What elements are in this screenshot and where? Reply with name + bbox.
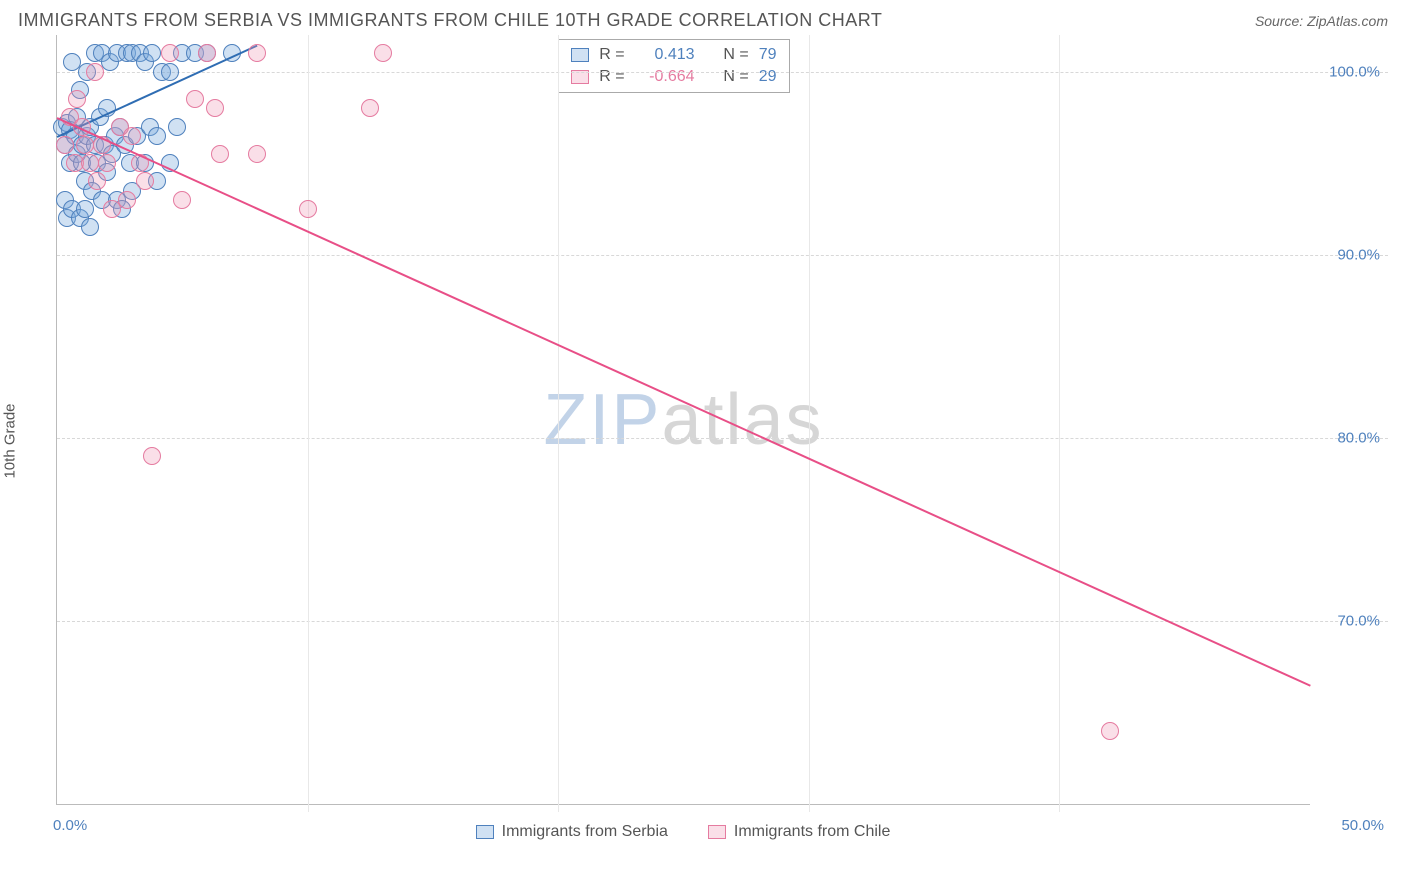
n-value: 79 <box>759 44 777 66</box>
data-point-chile <box>1101 722 1119 740</box>
gridline-h <box>57 72 1388 73</box>
swatch-icon <box>476 825 494 839</box>
swatch-icon <box>708 825 726 839</box>
data-point-chile <box>248 44 266 62</box>
data-point-serbia <box>76 200 94 218</box>
gridline-v <box>558 35 559 812</box>
data-point-chile <box>118 191 136 209</box>
x-tick-label: 50.0% <box>1341 817 1384 834</box>
data-point-serbia <box>161 63 179 81</box>
gridline-v <box>1059 35 1060 812</box>
y-axis-label: 10th Grade <box>2 403 19 478</box>
data-point-chile <box>374 44 392 62</box>
legend-item-chile: Immigrants from Chile <box>708 823 890 841</box>
data-point-serbia <box>148 127 166 145</box>
data-point-chile <box>186 90 204 108</box>
data-point-chile <box>136 172 154 190</box>
data-point-chile <box>211 145 229 163</box>
gridline-h <box>57 255 1388 256</box>
data-point-serbia <box>143 44 161 62</box>
r-value: 0.413 <box>635 44 695 66</box>
y-tick-label: 70.0% <box>1337 612 1380 629</box>
legend-label: Immigrants from Chile <box>734 823 890 841</box>
data-point-chile <box>161 44 179 62</box>
data-point-chile <box>361 99 379 117</box>
n-value: 29 <box>759 66 777 88</box>
y-tick-label: 80.0% <box>1337 429 1380 446</box>
data-point-chile <box>206 99 224 117</box>
legend-correlation: R =0.413 N = 79R =-0.664 N = 29 <box>558 39 789 93</box>
legend-row-serbia: R =0.413 N = 79 <box>571 44 776 66</box>
data-point-chile <box>173 191 191 209</box>
data-point-chile <box>299 200 317 218</box>
data-point-chile <box>248 145 266 163</box>
legend-label: Immigrants from Serbia <box>502 823 668 841</box>
data-point-chile <box>123 127 141 145</box>
legend-series: Immigrants from Serbia Immigrants from Ch… <box>56 823 1310 841</box>
gridline-h <box>57 438 1388 439</box>
chart-title: IMMIGRANTS FROM SERBIA VS IMMIGRANTS FRO… <box>18 10 882 31</box>
swatch-icon <box>571 48 589 62</box>
legend-item-serbia: Immigrants from Serbia <box>476 823 668 841</box>
gridline-h <box>57 621 1388 622</box>
gridline-v <box>809 35 810 812</box>
y-tick-label: 100.0% <box>1329 63 1380 80</box>
data-point-serbia <box>81 218 99 236</box>
data-point-chile <box>88 172 106 190</box>
source-label: Source: ZipAtlas.com <box>1255 13 1388 29</box>
data-point-chile <box>86 63 104 81</box>
data-point-serbia <box>168 118 186 136</box>
data-point-chile <box>68 90 86 108</box>
data-point-chile <box>98 154 116 172</box>
gridline-v <box>308 35 309 812</box>
y-tick-label: 90.0% <box>1337 246 1380 263</box>
legend-row-chile: R =-0.664 N = 29 <box>571 66 776 88</box>
plot-area: ZIPatlas R =0.413 N = 79R =-0.664 N = 29… <box>56 35 1310 805</box>
data-point-chile <box>56 136 74 154</box>
watermark: ZIPatlas <box>543 379 823 461</box>
data-point-chile <box>198 44 216 62</box>
trend-line-chile <box>57 117 1311 686</box>
r-value: -0.664 <box>635 66 695 88</box>
chart-container: 10th Grade ZIPatlas R =0.413 N = 79R =-0… <box>56 35 1388 847</box>
data-point-chile <box>76 136 94 154</box>
data-point-chile <box>143 447 161 465</box>
data-point-chile <box>81 154 99 172</box>
